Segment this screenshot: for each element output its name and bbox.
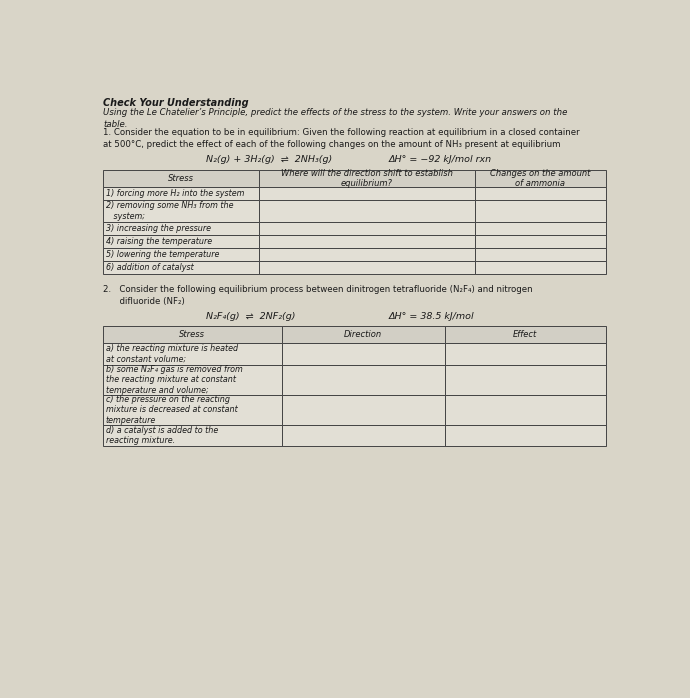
Bar bbox=[259, 170, 475, 187]
Bar bbox=[104, 170, 259, 187]
Text: a) the reacting mixture is heated
at constant volume;: a) the reacting mixture is heated at con… bbox=[106, 344, 238, 364]
Bar bbox=[282, 425, 445, 447]
Text: 1) forcing more H₂ into the system: 1) forcing more H₂ into the system bbox=[106, 189, 244, 198]
Text: 3) increasing the pressure: 3) increasing the pressure bbox=[106, 223, 210, 232]
Text: Check Your Understanding: Check Your Understanding bbox=[104, 98, 249, 107]
Bar bbox=[259, 200, 475, 221]
Text: 4) raising the temperature: 4) raising the temperature bbox=[106, 237, 212, 246]
Bar bbox=[104, 261, 259, 274]
Text: 2.   Consider the following equilibrium process between dinitrogen tetrafluoride: 2. Consider the following equilibrium pr… bbox=[104, 285, 533, 306]
Bar bbox=[104, 248, 259, 261]
Text: ΔH° = 38.5 kJ/mol: ΔH° = 38.5 kJ/mol bbox=[388, 313, 474, 322]
Bar bbox=[475, 170, 606, 187]
Bar bbox=[259, 261, 475, 274]
Bar bbox=[104, 365, 282, 395]
Bar bbox=[445, 425, 606, 447]
Bar bbox=[104, 235, 259, 248]
Text: Direction: Direction bbox=[344, 330, 382, 339]
Bar bbox=[282, 326, 445, 343]
Text: Using the Le Chatelier’s Principle, predict the effects of the stress to the sys: Using the Le Chatelier’s Principle, pred… bbox=[104, 108, 568, 129]
Bar bbox=[259, 187, 475, 200]
Bar bbox=[104, 326, 282, 343]
Bar bbox=[475, 187, 606, 200]
Text: d) a catalyst is added to the
reacting mixture.: d) a catalyst is added to the reacting m… bbox=[106, 426, 218, 445]
Bar bbox=[445, 365, 606, 395]
Text: 1. Consider the equation to be in equilibrium: Given the following reaction at e: 1. Consider the equation to be in equili… bbox=[104, 128, 580, 149]
Bar bbox=[104, 187, 259, 200]
Bar bbox=[475, 200, 606, 221]
Text: b) some N₂F₄ gas is removed from
the reacting mixture at constant
temperature an: b) some N₂F₄ gas is removed from the rea… bbox=[106, 365, 242, 395]
Bar bbox=[104, 343, 282, 365]
Text: 6) addition of catalyst: 6) addition of catalyst bbox=[106, 263, 193, 272]
Text: 5) lowering the temperature: 5) lowering the temperature bbox=[106, 250, 219, 259]
Bar bbox=[259, 248, 475, 261]
Bar bbox=[104, 395, 282, 425]
Text: N₂(g) + 3H₂(g)  ⇌  2NH₃(g): N₂(g) + 3H₂(g) ⇌ 2NH₃(g) bbox=[206, 154, 333, 163]
Bar bbox=[104, 221, 259, 235]
Text: Effect: Effect bbox=[513, 330, 538, 339]
Bar bbox=[445, 326, 606, 343]
Text: N₂F₄(g)  ⇌  2NF₂(g): N₂F₄(g) ⇌ 2NF₂(g) bbox=[206, 313, 296, 322]
Text: Changes on the amount
of ammonia: Changes on the amount of ammonia bbox=[490, 169, 591, 188]
Bar bbox=[259, 221, 475, 235]
Bar bbox=[475, 261, 606, 274]
Bar bbox=[104, 200, 259, 221]
Bar bbox=[445, 343, 606, 365]
Bar bbox=[475, 248, 606, 261]
Bar bbox=[282, 343, 445, 365]
Text: 2) removing some NH₃ from the
   system;: 2) removing some NH₃ from the system; bbox=[106, 201, 233, 221]
Bar bbox=[104, 425, 282, 447]
Text: Stress: Stress bbox=[179, 330, 206, 339]
Bar bbox=[445, 395, 606, 425]
Bar bbox=[259, 235, 475, 248]
Bar bbox=[282, 365, 445, 395]
Text: c) the pressure on the reacting
mixture is decreased at constant
temperature: c) the pressure on the reacting mixture … bbox=[106, 395, 237, 425]
Text: Stress: Stress bbox=[168, 174, 194, 183]
Bar bbox=[475, 221, 606, 235]
Text: Where will the direction shift to establish
equilibrium?: Where will the direction shift to establ… bbox=[281, 169, 453, 188]
Text: ΔH° = −92 kJ/mol rxn: ΔH° = −92 kJ/mol rxn bbox=[388, 154, 491, 163]
Bar bbox=[282, 395, 445, 425]
Bar bbox=[475, 235, 606, 248]
